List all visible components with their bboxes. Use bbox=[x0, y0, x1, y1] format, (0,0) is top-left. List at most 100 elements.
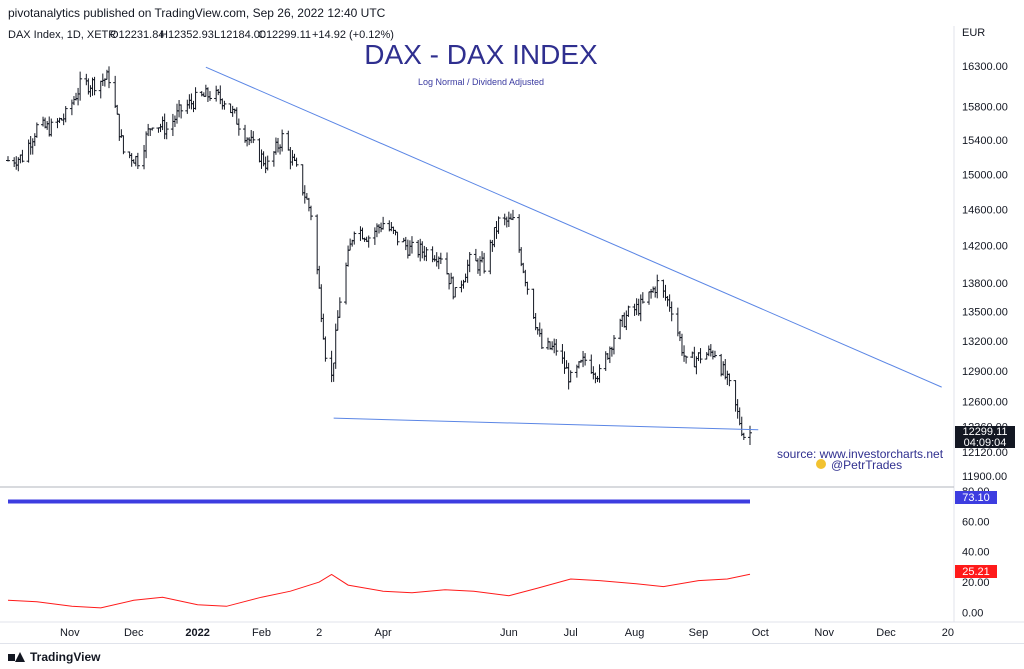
ohlc-bar bbox=[523, 269, 528, 287]
ohlc-bar bbox=[609, 346, 614, 357]
price-tick-label: 12900.00 bbox=[962, 366, 1008, 378]
last-price-tag-bg bbox=[955, 426, 1015, 448]
ohlc-bar bbox=[30, 138, 35, 155]
ohlc-bar bbox=[649, 288, 654, 299]
indicator-lower-line bbox=[7, 573, 751, 609]
last-price-tag: 12299.11 bbox=[962, 426, 1007, 438]
brand-footer: TradingView bbox=[0, 643, 1024, 669]
ohlc-bar bbox=[618, 318, 623, 340]
ohlc-bar bbox=[583, 353, 588, 366]
ohlc-bar bbox=[381, 216, 386, 230]
ohlc-bar bbox=[562, 351, 567, 374]
ohlc-bar bbox=[424, 247, 429, 262]
ohlc-bar bbox=[249, 129, 254, 144]
ohlc-bar bbox=[733, 380, 738, 412]
brand-name: TradingView bbox=[30, 649, 101, 664]
legend-change: +14.92 (+0.12%) bbox=[312, 29, 394, 41]
ohlc-bar bbox=[131, 159, 136, 164]
ohlc-bar bbox=[199, 91, 204, 97]
ohlc-bar bbox=[741, 432, 746, 440]
ohlc-bar bbox=[535, 327, 540, 335]
ohlc-bar bbox=[331, 362, 336, 382]
ohlc-bar bbox=[432, 255, 437, 262]
indicator-tick-label: 60.00 bbox=[962, 516, 990, 528]
time-tick-label: Nov bbox=[60, 627, 80, 639]
ohlc-bar bbox=[243, 124, 248, 143]
ohlc-bar bbox=[597, 364, 602, 383]
ohlc-bar bbox=[638, 294, 643, 322]
ohlc-bar bbox=[665, 295, 670, 307]
ohlc-bar bbox=[232, 108, 237, 114]
price-tick-label: 13500.00 bbox=[962, 307, 1008, 319]
ohlc-bar bbox=[12, 157, 17, 167]
ohlc-bar bbox=[346, 245, 351, 267]
ohlc-bar bbox=[205, 87, 210, 102]
ohlc-bar bbox=[104, 69, 109, 80]
ohlc-bar bbox=[150, 127, 155, 131]
indicator-tick-label: 0.00 bbox=[962, 607, 983, 619]
ohlc-bar bbox=[106, 66, 111, 89]
ohlc-bar bbox=[265, 155, 270, 171]
ohlc-bar bbox=[222, 100, 227, 110]
ohlc-bar bbox=[88, 85, 93, 98]
time-tick-label: Dec bbox=[876, 627, 896, 639]
ohlc-bar bbox=[502, 213, 507, 226]
ohlc-bar bbox=[459, 280, 464, 293]
ohlc-bar bbox=[335, 310, 340, 331]
ohlc-bar bbox=[492, 226, 497, 248]
legend-open: O12231.84 bbox=[110, 29, 164, 41]
price-tick-label: 16300.00 bbox=[962, 61, 1008, 73]
ohlc-bar bbox=[560, 344, 565, 364]
ohlc-bar bbox=[647, 291, 652, 305]
time-tick-label: Feb bbox=[252, 627, 271, 639]
ohlc-bar bbox=[259, 149, 264, 169]
time-tick-label: Aug bbox=[625, 627, 645, 639]
ohlc-bar bbox=[611, 335, 616, 355]
ohlc-bar bbox=[142, 144, 147, 170]
ohlc-bar bbox=[525, 281, 530, 295]
ohlc-bar bbox=[379, 222, 384, 233]
ohlc-bar bbox=[193, 87, 198, 110]
time-tick-label: 2 bbox=[316, 627, 322, 639]
time-tick-label: Nov bbox=[814, 627, 834, 639]
countdown-tag: 04:09:04 bbox=[964, 437, 1007, 449]
ohlc-bar bbox=[189, 93, 194, 110]
price-tick-label: 14600.00 bbox=[962, 205, 1008, 217]
ohlc-bar bbox=[34, 122, 39, 138]
ohlc-bar bbox=[480, 251, 485, 263]
ohlc-bar bbox=[667, 294, 672, 312]
ohlc-bar bbox=[360, 227, 365, 240]
ohlc-bar bbox=[300, 164, 305, 196]
ohlc-bar bbox=[319, 284, 324, 323]
ohlc-bar bbox=[273, 137, 278, 155]
ohlc-bar bbox=[230, 105, 235, 117]
ohlc-bar bbox=[144, 131, 149, 159]
ohlc-bar bbox=[257, 138, 262, 163]
ohlc-bar bbox=[434, 252, 439, 267]
ohlc-bar bbox=[337, 297, 342, 318]
ohlc-bar bbox=[92, 76, 97, 96]
handle-annotation: @PetrTrades bbox=[831, 458, 902, 472]
ohlc-bar bbox=[32, 133, 37, 147]
ohlc-bar bbox=[160, 116, 165, 131]
ohlc-bar bbox=[537, 322, 542, 337]
ohlc-bar bbox=[550, 341, 555, 351]
ohlc-bar bbox=[55, 118, 60, 129]
ohlc-bar bbox=[276, 137, 281, 153]
ohlc-bar bbox=[164, 122, 169, 140]
ohlc-bar bbox=[682, 345, 687, 362]
indicator-lower-tag-bg bbox=[955, 565, 997, 578]
ohlc-bar bbox=[568, 370, 573, 383]
ohlc-bar bbox=[47, 116, 52, 137]
ohlc-bar bbox=[712, 350, 717, 358]
price-tick-label: 11900.00 bbox=[962, 471, 1007, 483]
ohlc-bar bbox=[127, 151, 132, 159]
ohlc-bar bbox=[477, 256, 482, 276]
ohlc-bar bbox=[510, 209, 515, 221]
ohlc-bar bbox=[306, 197, 311, 212]
ohlc-bar bbox=[704, 352, 709, 360]
ohlc-bar bbox=[748, 425, 752, 445]
legend-close: C12299.11 bbox=[258, 29, 311, 41]
ohlc-bar bbox=[420, 241, 425, 259]
